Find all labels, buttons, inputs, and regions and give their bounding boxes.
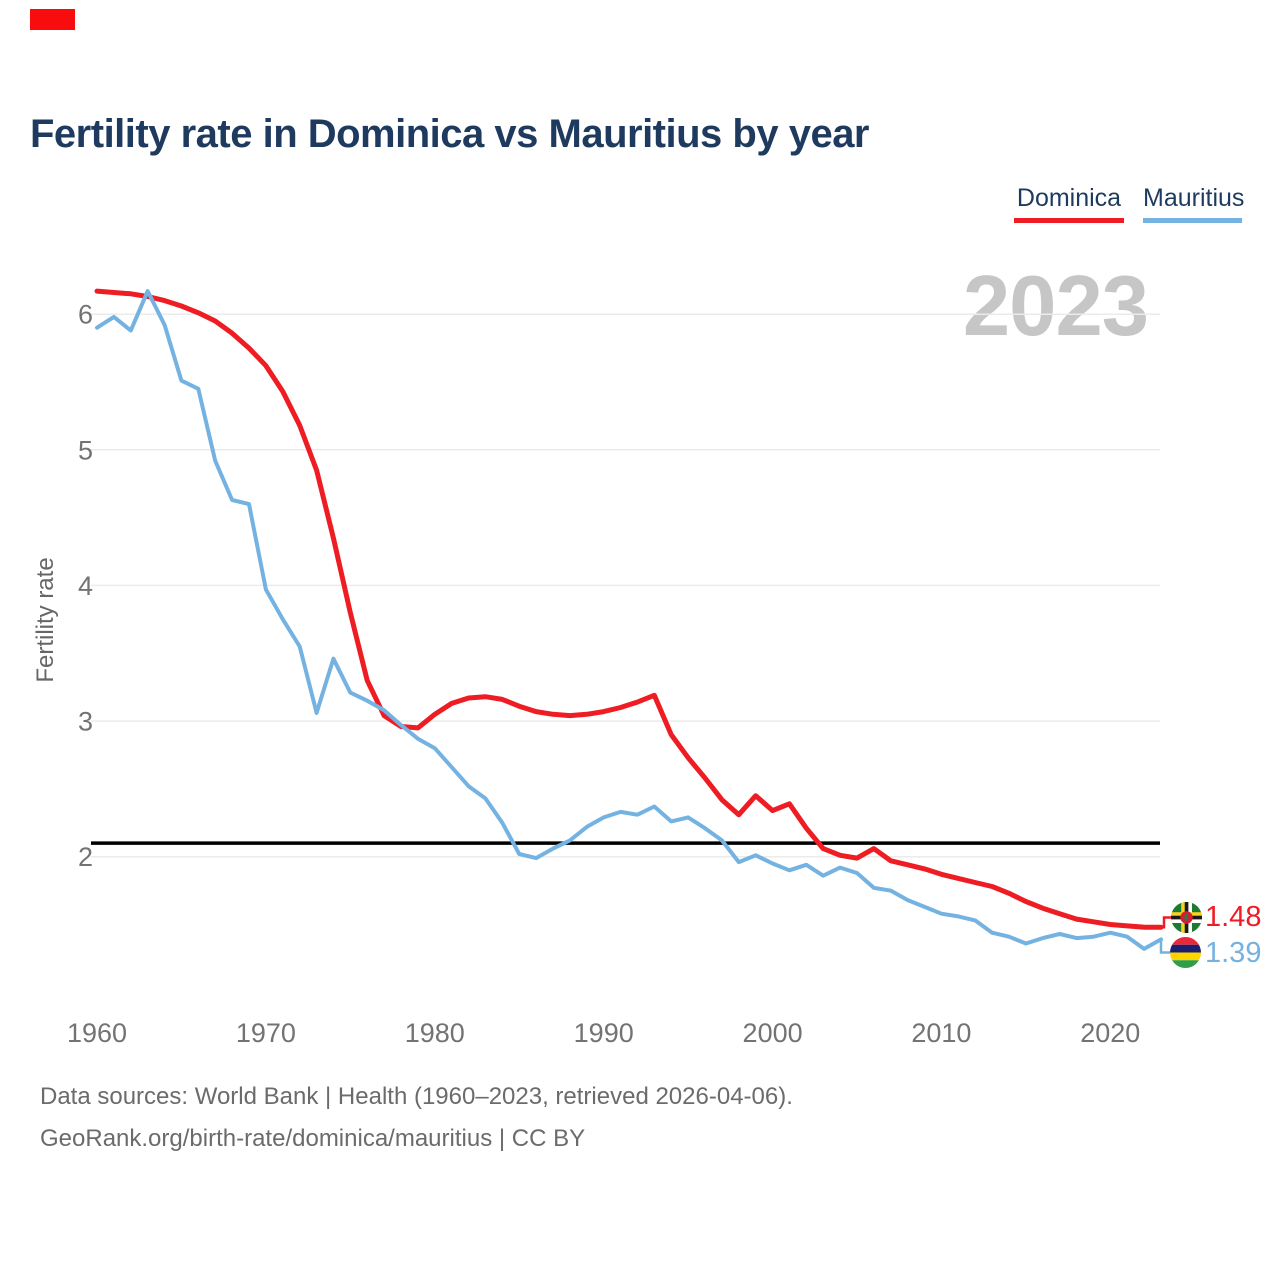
mauritius-end-value: 1.39	[1205, 937, 1262, 969]
red-marker-artifact	[30, 9, 75, 30]
y-tick-label: 3	[78, 707, 93, 737]
dominica-flag-icon	[1171, 902, 1202, 933]
dominica-leader-line	[1161, 916, 1172, 929]
x-tick-label: 2000	[743, 1018, 803, 1048]
y-axis-label: Fertility rate	[32, 557, 59, 683]
y-tick-label: 2	[78, 842, 93, 872]
footer-source-line: Data sources: World Bank | Health (1960–…	[40, 1083, 793, 1110]
footer-attribution-line: GeoRank.org/birth-rate/dominica/mauritiu…	[40, 1125, 586, 1152]
legend-item-dominica[interactable]: Dominica	[1014, 184, 1124, 223]
legend-item-mauritius[interactable]: Mauritius	[1143, 184, 1244, 223]
mauritius-flag-icon	[1170, 937, 1201, 968]
x-tick-label: 1960	[67, 1018, 127, 1048]
y-tick-label: 6	[78, 300, 93, 330]
mauritius-line	[95, 289, 1163, 951]
y-tick-label: 4	[78, 571, 93, 601]
x-tick-label: 2020	[1080, 1018, 1140, 1048]
x-tick-label: 1990	[574, 1018, 634, 1048]
page-title: Fertility rate in Dominica vs Mauritius …	[30, 112, 870, 156]
year-watermark: 2023	[962, 259, 1149, 354]
x-tick-label: 2010	[911, 1018, 971, 1048]
x-tick-label: 1980	[405, 1018, 465, 1048]
mauritius-leader-line	[1159, 939, 1171, 954]
dominica-line	[94, 288, 1164, 930]
dominica-end-value: 1.48	[1205, 901, 1262, 933]
y-tick-label: 5	[78, 435, 93, 465]
x-tick-label: 1970	[236, 1018, 296, 1048]
